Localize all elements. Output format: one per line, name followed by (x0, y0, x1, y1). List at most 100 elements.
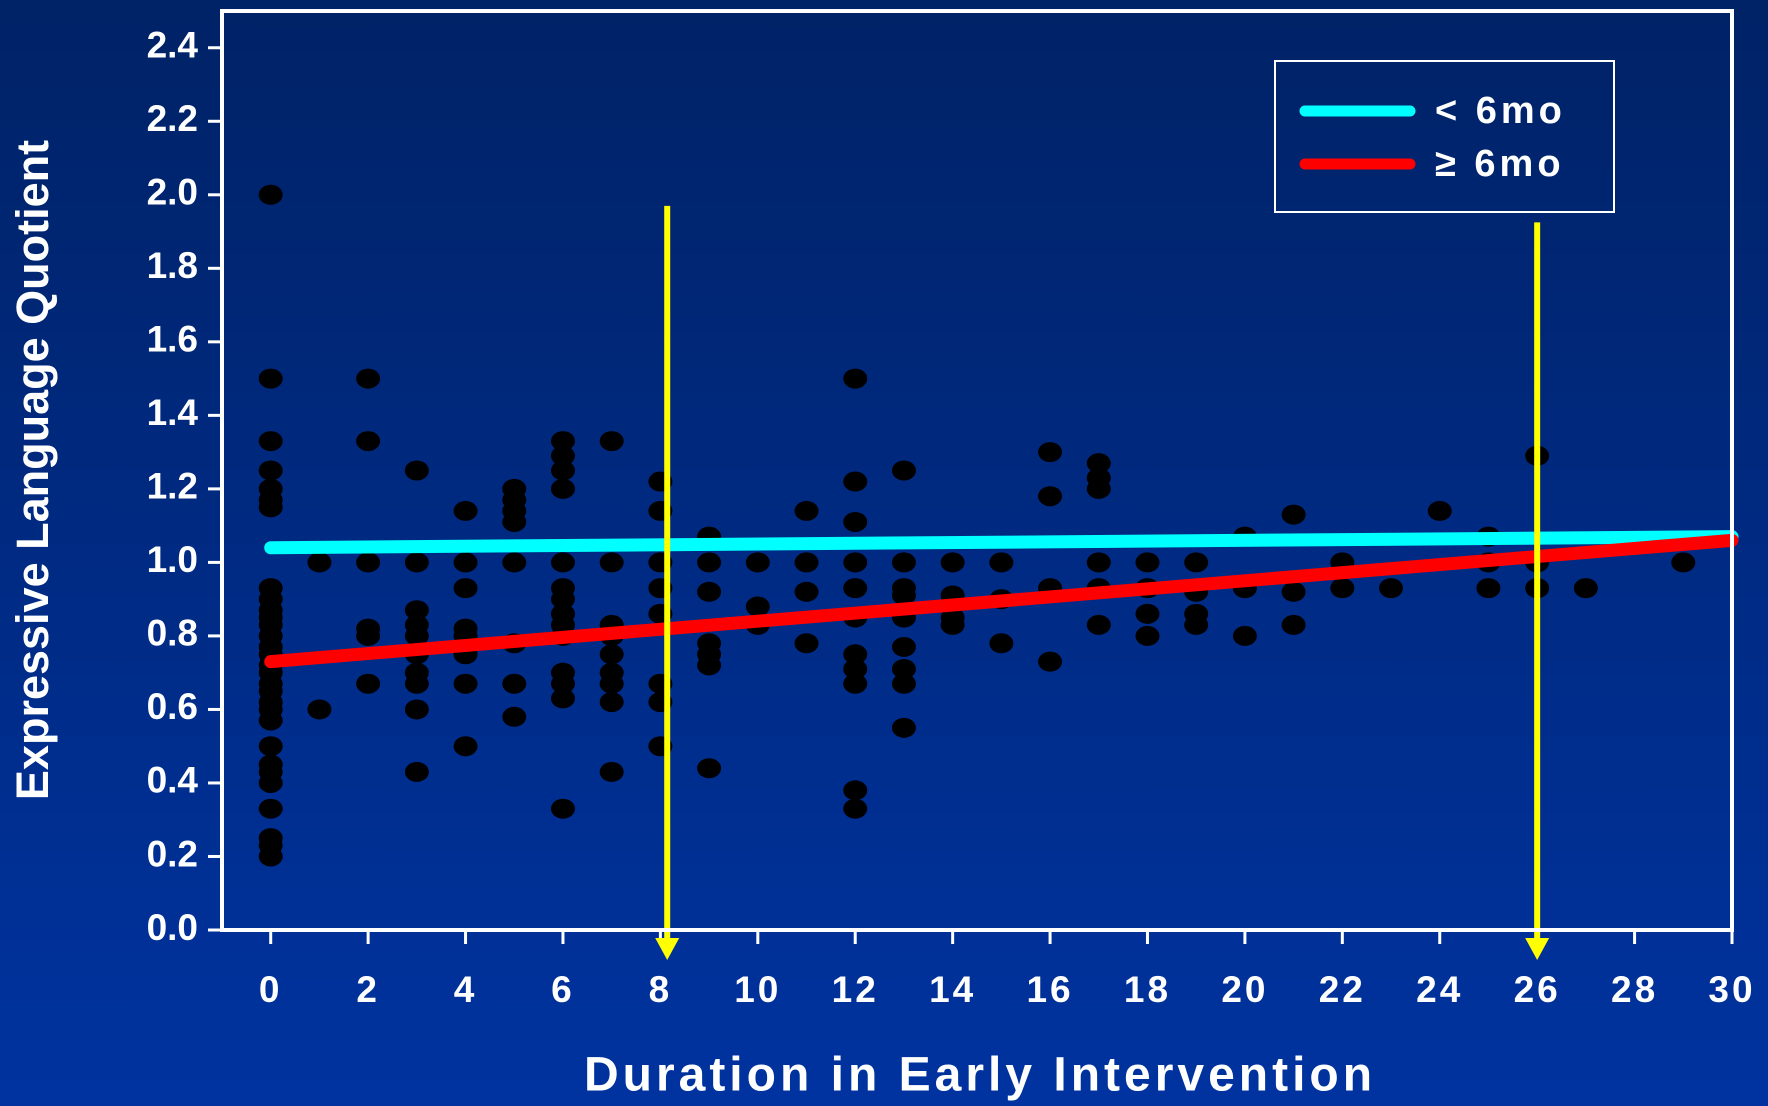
point (891, 585, 916, 606)
point (940, 552, 965, 573)
point (989, 633, 1014, 654)
point (258, 431, 283, 452)
point (550, 798, 575, 819)
point (307, 552, 332, 573)
y-tick-label: 2.2 (147, 98, 198, 139)
point (599, 431, 624, 452)
point (599, 761, 624, 782)
point (745, 596, 770, 617)
point (307, 699, 332, 720)
point (550, 445, 575, 466)
x-tick-label: 2 (356, 969, 380, 1010)
trend-line (264, 530, 1739, 555)
point (502, 552, 527, 573)
point (1135, 603, 1160, 624)
point (794, 581, 819, 602)
point (550, 552, 575, 573)
y-axis-title: Expressive Language Quotient (7, 140, 58, 800)
x-tick-label: 0 (259, 969, 283, 1010)
y-tick-label: 1.2 (147, 466, 198, 507)
point (843, 368, 868, 389)
y-tick-label: 1.0 (147, 539, 198, 580)
y-tick-label: 0.6 (147, 686, 198, 727)
point (550, 589, 575, 610)
point (550, 688, 575, 709)
point (550, 673, 575, 694)
x-tick-label: 10 (734, 969, 781, 1010)
point (794, 552, 819, 573)
x-tick-label: 8 (649, 969, 673, 1010)
point (1038, 442, 1063, 463)
x-tick-label: 22 (1319, 969, 1366, 1010)
point (599, 673, 624, 694)
x-tick-label: 18 (1124, 969, 1171, 1010)
point (843, 644, 868, 665)
point (843, 798, 868, 819)
point (891, 552, 916, 573)
point (550, 431, 575, 452)
point (404, 552, 429, 573)
point (1232, 625, 1257, 646)
legend-label: < 6mo (1435, 90, 1566, 132)
point (697, 552, 722, 573)
point (404, 673, 429, 694)
x-tick-label: 24 (1416, 969, 1463, 1010)
point (891, 673, 916, 694)
point (258, 497, 283, 518)
x-tick-label: 16 (1026, 969, 1073, 1010)
point (258, 710, 283, 731)
arrow-head (1525, 938, 1550, 960)
x-tick-label: 26 (1514, 969, 1561, 1010)
point (404, 699, 429, 720)
point (453, 673, 478, 694)
point (1330, 578, 1355, 599)
y-tick-label: 1.8 (147, 245, 198, 286)
point (794, 500, 819, 521)
point (891, 636, 916, 657)
point (258, 368, 283, 389)
point (599, 644, 624, 665)
point (1281, 504, 1306, 525)
x-tick-label: 6 (551, 969, 575, 1010)
y-tick-label: 2.4 (147, 25, 199, 66)
y-tick-label: 1.6 (147, 319, 198, 360)
point (1573, 578, 1598, 599)
y-tick-label: 2.0 (147, 172, 198, 213)
point (502, 673, 527, 694)
point (1476, 578, 1501, 599)
point (502, 511, 527, 532)
point (1135, 625, 1160, 646)
point (891, 659, 916, 680)
point (843, 659, 868, 680)
plot-frame (220, 9, 1734, 932)
y-tick-label: 0.0 (147, 907, 198, 948)
point (453, 736, 478, 757)
point (1038, 651, 1063, 672)
point (1281, 581, 1306, 602)
y-tick-label: 0.8 (147, 613, 198, 654)
point (940, 614, 965, 635)
point (843, 673, 868, 694)
point (1038, 486, 1063, 507)
x-tick-label: 28 (1611, 969, 1658, 1010)
point (697, 758, 722, 779)
y-tick-label: 0.2 (147, 833, 198, 874)
point (258, 736, 283, 757)
x-tick-label: 14 (929, 969, 976, 1010)
point (550, 460, 575, 481)
point (404, 460, 429, 481)
point (843, 511, 868, 532)
point (258, 798, 283, 819)
point (356, 673, 381, 694)
point (258, 772, 283, 793)
point (356, 625, 381, 646)
point (843, 780, 868, 801)
point (989, 552, 1014, 573)
point (502, 706, 527, 727)
y-tick-label: 0.4 (147, 760, 199, 801)
point (258, 184, 283, 205)
point (258, 460, 283, 481)
point (1184, 614, 1209, 635)
point (1086, 453, 1111, 474)
point (891, 717, 916, 738)
